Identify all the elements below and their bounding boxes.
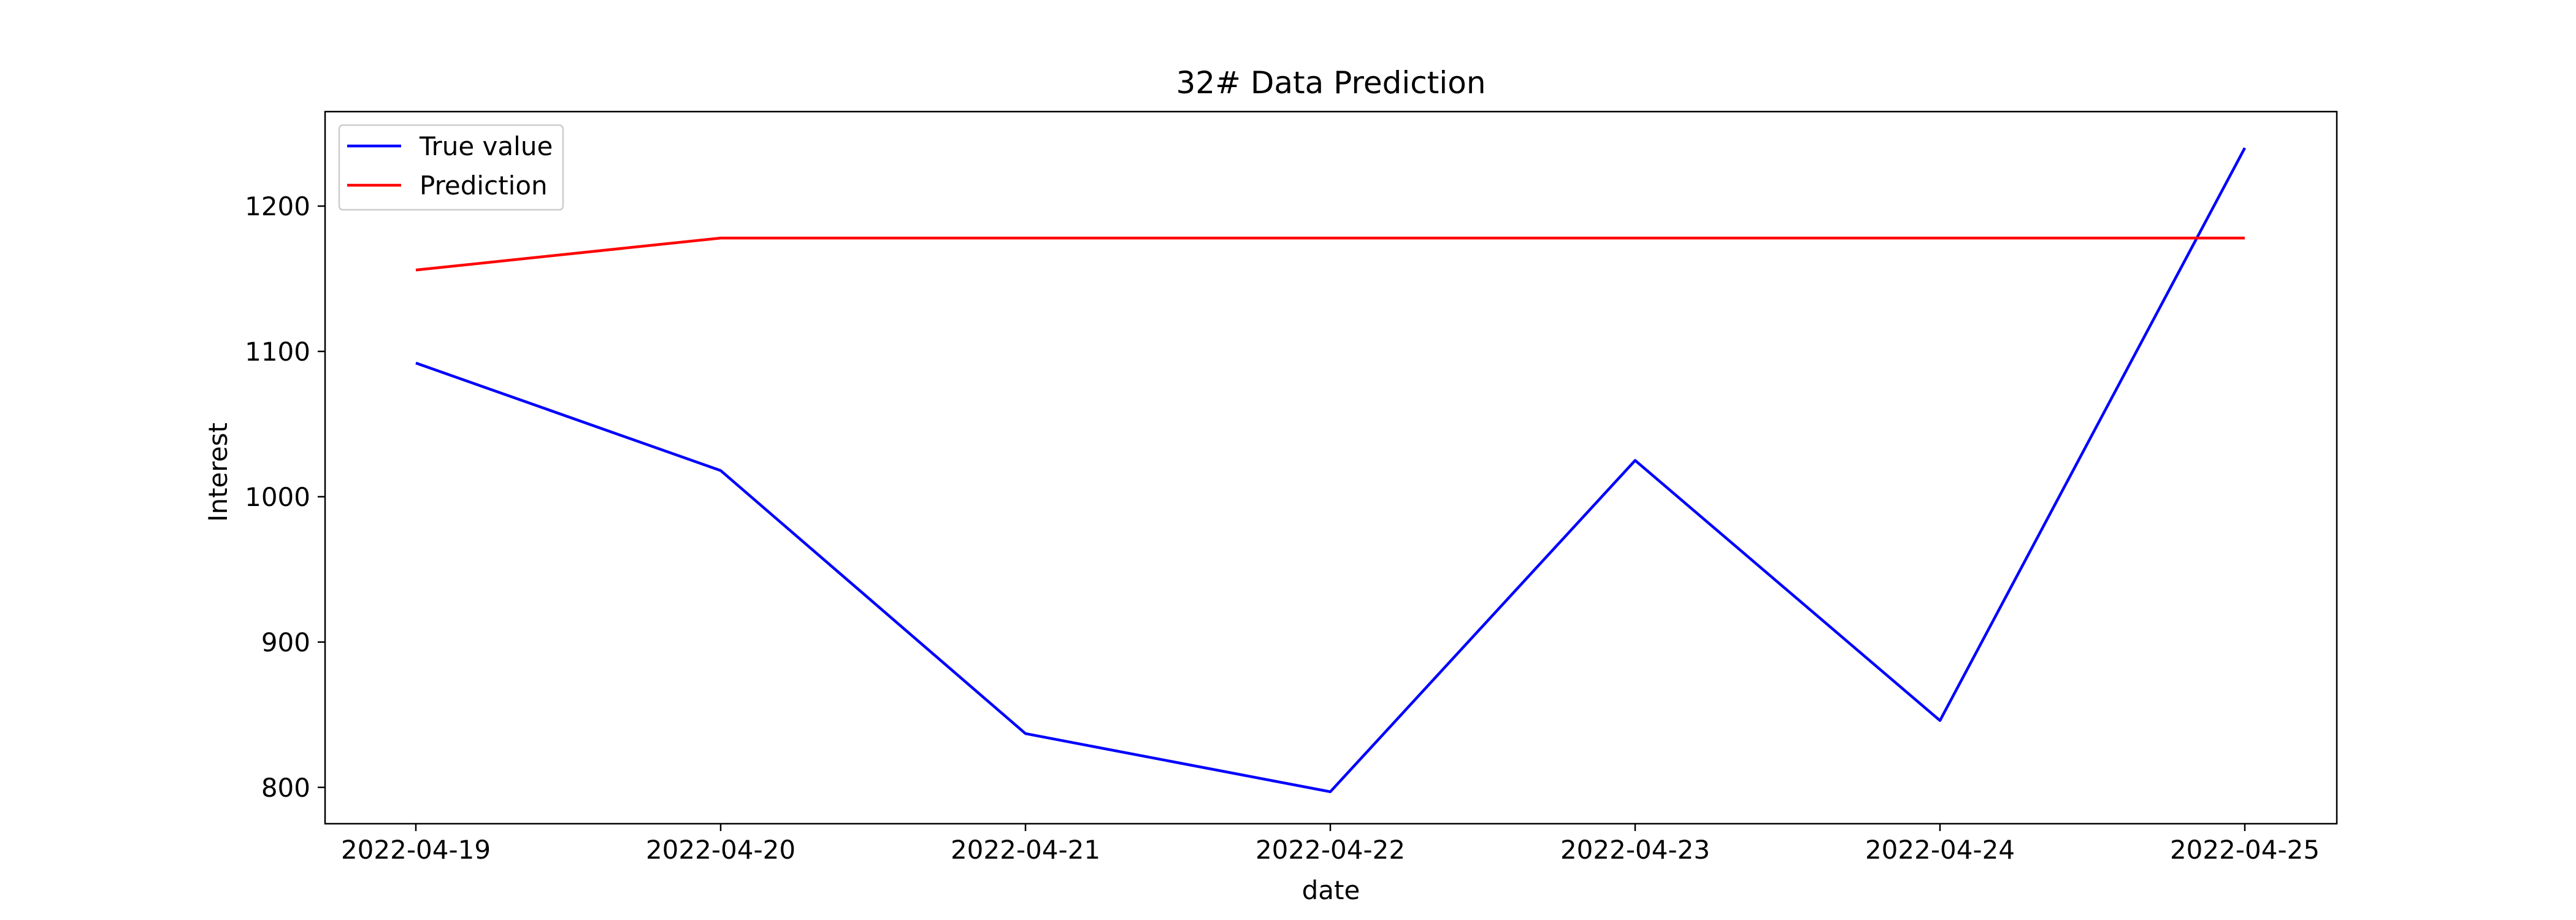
x-tick-label: 2022-04-20 [646,835,795,865]
legend-label: Prediction [420,171,548,201]
legend: True value Prediction [338,124,564,211]
y-tick-label: 900 [261,627,310,657]
y-tick-label: 1000 [245,482,310,512]
y-tick-label: 800 [261,773,310,803]
y-tick-label: 1100 [245,337,310,367]
legend-label: True value [419,131,553,161]
series-lines [415,147,2246,794]
x-tick-label: 2022-04-24 [1865,835,2015,865]
x-tick-label: 2022-04-21 [951,835,1100,865]
y-tick-label: 1200 [245,191,310,221]
x-tick-label: 2022-04-22 [1255,835,1405,865]
y-axis: 800 900 1000 1100 1200 [245,191,325,803]
x-axis-label: date [1302,875,1360,905]
y-axis-label: Interest [203,423,233,522]
series-line-1 [415,236,2245,272]
x-axis: 2022-04-19 2022-04-20 2022-04-21 2022-04-22… [341,824,2320,865]
series-line-0 [415,147,2246,794]
chart-title: 32# Data Prediction [1176,65,1485,101]
x-tick-label: 2022-04-23 [1560,835,1710,865]
x-tick-label: 2022-04-19 [341,835,491,865]
x-tick-label: 2022-04-25 [2170,835,2320,865]
